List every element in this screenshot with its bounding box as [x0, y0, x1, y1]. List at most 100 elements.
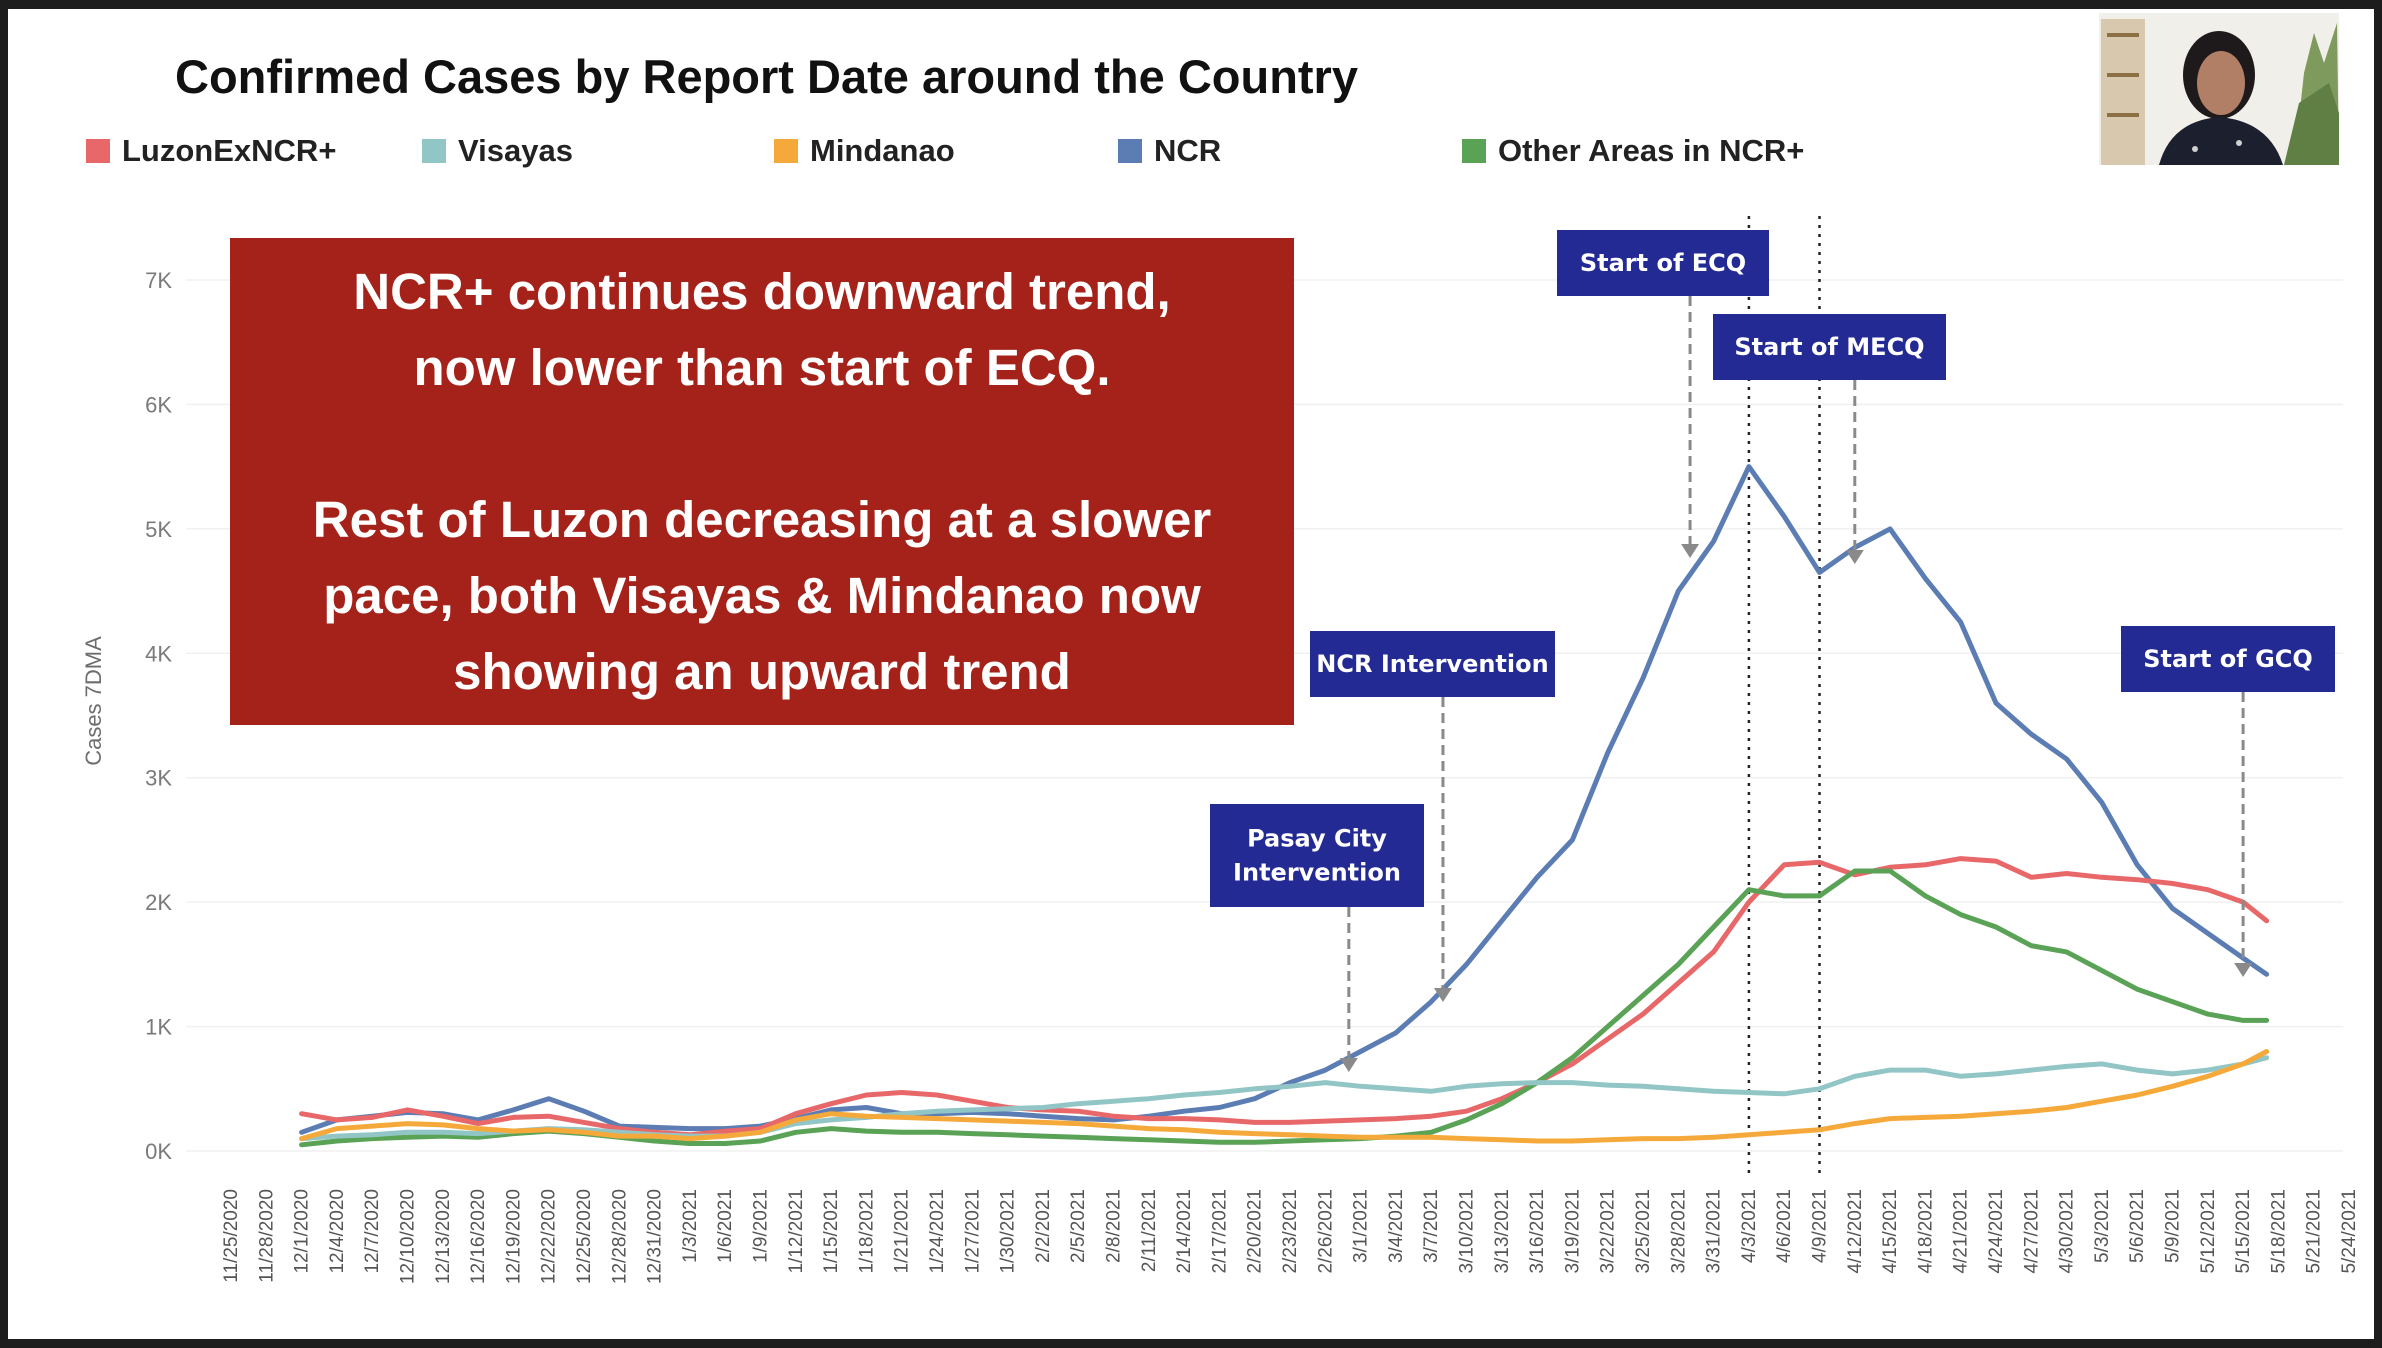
x-tick-label: 1/27/2021 — [962, 1189, 983, 1274]
callout-line: showing an upward trend — [453, 642, 1071, 700]
series-lines — [299, 464, 2270, 1148]
x-tick-label: 4/3/2021 — [1739, 1189, 1760, 1263]
x-tick-label: 1/30/2021 — [998, 1189, 1019, 1274]
x-tick-label: 1/18/2021 — [856, 1189, 877, 1274]
x-tick-label: 3/16/2021 — [1527, 1189, 1548, 1274]
x-tick-label: 12/19/2020 — [503, 1189, 524, 1284]
annotation-label: Start of MECQ — [1734, 333, 1924, 361]
x-tick-label: 4/30/2021 — [2057, 1189, 2078, 1274]
x-tick-label: 4/12/2021 — [1845, 1189, 1866, 1274]
x-tick-label: 1/9/2021 — [751, 1189, 772, 1263]
annotation-label: Pasay City — [1247, 825, 1387, 853]
callout-line: NCR+ continues downward trend, — [353, 262, 1171, 320]
y-axis-ticks: 0K 1K 2K 3K 4K 5K 6K 7K — [145, 268, 172, 1164]
x-tick-label: 3/1/2021 — [1351, 1189, 1372, 1263]
series-line-ncr — [299, 464, 2270, 1135]
x-tick-label: 3/31/2021 — [1704, 1189, 1725, 1274]
x-axis-ticks: 11/25/2020 11/28/2020 12/1/2020 12/4/2020 12… — [221, 1189, 2360, 1284]
y-tick-label: 2K — [145, 890, 172, 915]
annotation-arrowhead — [1681, 544, 1700, 558]
callout-line: pace, both Visayas & Mindanao now — [323, 566, 1201, 624]
x-tick-label: 5/18/2021 — [2268, 1189, 2289, 1274]
x-tick-label: 12/16/2020 — [468, 1189, 489, 1284]
annotation-box — [1210, 804, 1424, 907]
annotation: Start of MECQ — [1713, 314, 1946, 564]
legend-swatch — [1462, 139, 1486, 163]
x-tick-label: 3/7/2021 — [1421, 1189, 1442, 1263]
annotation-label: Intervention — [1233, 859, 1401, 887]
series-line-visayas — [299, 1055, 2270, 1142]
y-tick-label: 5K — [145, 517, 172, 542]
x-tick-label: 12/25/2020 — [574, 1189, 595, 1284]
legend-label: Mindanao — [810, 133, 955, 168]
x-tick-label: 4/27/2021 — [2021, 1189, 2042, 1274]
x-tick-label: 4/6/2021 — [1774, 1189, 1795, 1263]
x-tick-label: 2/14/2021 — [1174, 1189, 1195, 1274]
x-tick-label: 3/25/2021 — [1633, 1189, 1654, 1274]
callout-line: now lower than start of ECQ. — [413, 338, 1111, 396]
y-tick-label: 7K — [145, 268, 172, 293]
x-tick-label: 5/6/2021 — [2127, 1189, 2148, 1263]
x-tick-label: 2/2/2021 — [1033, 1189, 1054, 1263]
annotation: Start of GCQ — [2121, 626, 2335, 977]
x-tick-label: 12/1/2020 — [292, 1189, 313, 1274]
x-tick-label: 2/26/2021 — [1315, 1189, 1336, 1274]
legend-label: Other Areas in NCR+ — [1498, 133, 1805, 168]
x-tick-label: 1/21/2021 — [892, 1189, 913, 1274]
annotations: Pasay City Intervention NCR Intervention St… — [1210, 230, 2335, 1072]
legend-swatch — [1118, 139, 1142, 163]
x-tick-label: 1/6/2021 — [715, 1189, 736, 1263]
x-tick-label: 12/13/2020 — [433, 1189, 454, 1284]
annotation-label: Start of GCQ — [2143, 645, 2313, 673]
y-tick-label: 3K — [145, 766, 172, 791]
x-tick-label: 4/15/2021 — [1880, 1189, 1901, 1274]
y-tick-label: 0K — [145, 1139, 172, 1164]
x-tick-label: 5/24/2021 — [2339, 1189, 2360, 1274]
x-tick-label: 5/9/2021 — [2163, 1189, 2184, 1263]
y-tick-label: 4K — [145, 641, 172, 666]
x-tick-label: 4/18/2021 — [1915, 1189, 1936, 1274]
x-tick-label: 2/17/2021 — [1209, 1189, 1230, 1274]
x-tick-label: 11/25/2020 — [221, 1189, 242, 1283]
annotation-box — [1713, 314, 1946, 380]
series-line-luzonexncr- — [299, 856, 2270, 1138]
y-axis-label: Cases 7DMA — [81, 636, 106, 766]
callout-box: NCR+ continues downward trend, now lower… — [230, 238, 1294, 725]
legend-label: Visayas — [458, 133, 573, 168]
series-line-other-areas-in-ncr- — [299, 868, 2270, 1148]
x-tick-label: 2/8/2021 — [1104, 1189, 1125, 1263]
x-tick-label: 3/10/2021 — [1457, 1189, 1478, 1274]
x-tick-label: 12/10/2020 — [398, 1189, 419, 1284]
annotation-box — [2121, 626, 2335, 692]
x-tick-label: 4/9/2021 — [1810, 1189, 1831, 1263]
annotation-label: Start of ECQ — [1580, 249, 1746, 277]
x-tick-label: 5/12/2021 — [2198, 1189, 2219, 1274]
legend-item-mindanao: Mindanao — [774, 133, 955, 169]
y-tick-label: 1K — [145, 1015, 172, 1040]
x-tick-label: 12/22/2020 — [539, 1189, 560, 1284]
annotation-arrowhead — [1339, 1058, 1358, 1072]
x-tick-label: 4/21/2021 — [1951, 1189, 1972, 1274]
chart-title: Confirmed Cases by Report Date around th… — [175, 50, 1358, 103]
x-tick-label: 5/21/2021 — [2304, 1189, 2325, 1274]
series-line-mindanao — [299, 1049, 2270, 1144]
slide: 0K 1K 2K 3K 4K 5K 6K 7K Cases 7DMA 11/25/2020 11… — [8, 9, 2374, 1339]
x-tick-label: 12/4/2020 — [327, 1189, 348, 1274]
legend-swatch — [422, 139, 446, 163]
annotation-arrowhead — [1845, 550, 1864, 564]
x-tick-label: 3/22/2021 — [1598, 1189, 1619, 1274]
legend-item-visayas: Visayas — [422, 133, 573, 169]
annotation-label: NCR Intervention — [1316, 650, 1548, 678]
x-tick-label: 3/4/2021 — [1386, 1189, 1407, 1263]
annotation-box — [1557, 230, 1769, 296]
x-tick-label: 1/3/2021 — [680, 1189, 701, 1263]
x-tick-label: 2/23/2021 — [1280, 1189, 1301, 1274]
x-tick-label: 2/20/2021 — [1245, 1189, 1266, 1274]
annotation: Pasay City Intervention — [1210, 804, 1424, 1072]
legend-swatch — [86, 139, 110, 163]
x-tick-label: 2/5/2021 — [1068, 1189, 1089, 1263]
legend-item-ncr: NCR — [1118, 133, 1221, 169]
x-tick-label: 1/24/2021 — [927, 1189, 948, 1274]
legend-label: NCR — [1154, 133, 1222, 168]
x-tick-label: 12/31/2020 — [645, 1189, 666, 1284]
